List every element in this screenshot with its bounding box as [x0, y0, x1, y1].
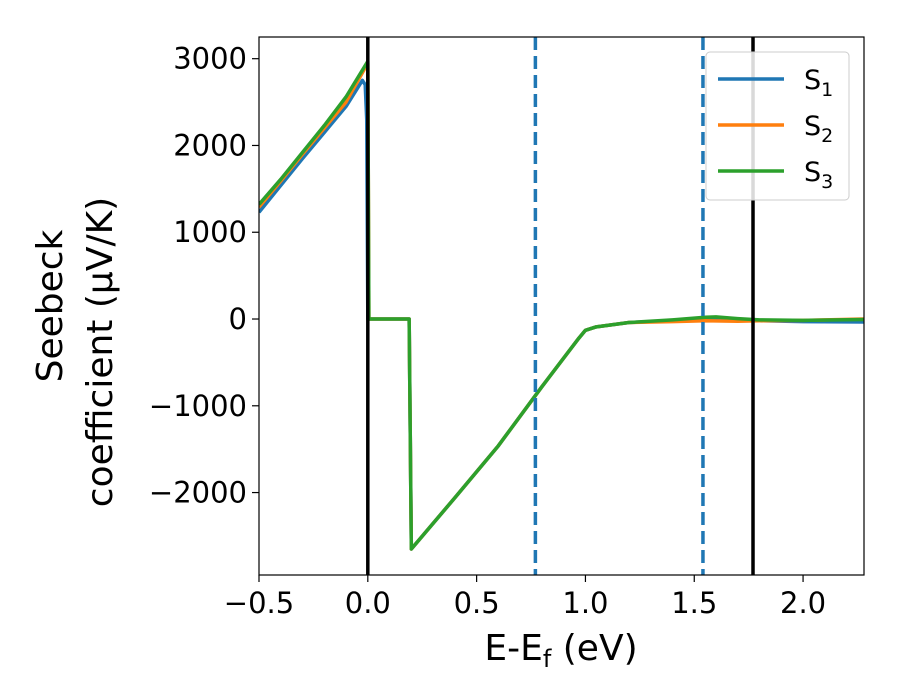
legend-label: S1 [804, 65, 833, 101]
legend-label: S3 [804, 157, 833, 193]
plot-area: −0.5 0.0 0.5 1.0 1.5 2.0 −2000 −1000 0 1000 2000 30… [149, 36, 865, 620]
x-tick-label: 1.0 [562, 586, 608, 620]
series-line-s3 [259, 59, 864, 551]
y-tick-label: 1000 [173, 215, 247, 249]
y-axis-label-line2: coefficient (μV/K) [80, 197, 121, 507]
x-axis-label: E-Ef (eV) [484, 628, 637, 673]
y-tick-label: −1000 [149, 389, 247, 423]
x-tick-label: 0.5 [454, 586, 500, 620]
x-tick-label: 2.0 [780, 586, 826, 620]
legend-label: S2 [804, 111, 833, 147]
x-tick-label: 0.0 [345, 586, 391, 620]
plot-frame [258, 36, 865, 576]
y-tick-label: 2000 [173, 128, 247, 162]
y-axis-label-line1: Seebeck [30, 229, 71, 382]
x-tick-label: 1.5 [671, 586, 717, 620]
legend: S1 S2 S3 [705, 51, 850, 201]
y-tick-label: 3000 [173, 42, 247, 76]
y-tick-label: −2000 [149, 476, 247, 510]
y-tick-label: 0 [229, 302, 247, 336]
x-tick-label: −0.5 [224, 586, 294, 620]
